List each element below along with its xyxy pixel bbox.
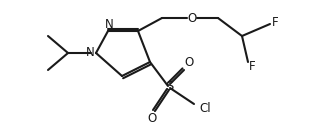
Text: N: N [105,18,113,32]
Text: F: F [272,16,278,29]
Text: Cl: Cl [199,103,211,115]
Text: S: S [165,80,173,92]
Text: F: F [249,61,255,73]
Text: O: O [188,12,197,24]
Text: N: N [85,47,94,60]
Text: O: O [147,112,157,124]
Text: O: O [184,56,194,69]
